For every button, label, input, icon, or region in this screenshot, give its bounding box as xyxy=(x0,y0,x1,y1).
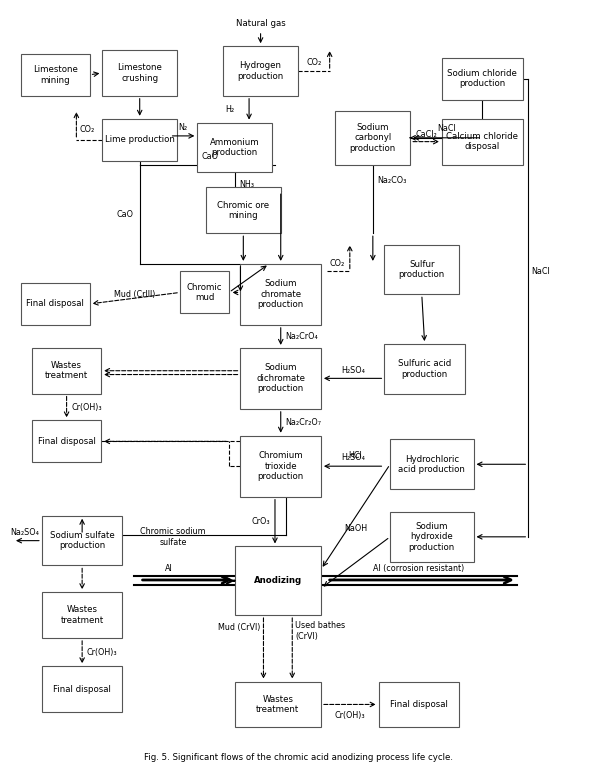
Bar xyxy=(390,512,474,562)
Text: Sodium
hydroxide
production: Sodium hydroxide production xyxy=(409,522,455,552)
Text: HCl: HCl xyxy=(349,452,362,460)
Text: Sodium
carbonyl
production: Sodium carbonyl production xyxy=(350,123,396,153)
Text: CaCl₂: CaCl₂ xyxy=(415,130,437,138)
Bar xyxy=(384,245,459,294)
Bar xyxy=(336,111,410,164)
Bar xyxy=(102,50,177,96)
Bar xyxy=(42,516,123,565)
Text: Na₂SO₄: Na₂SO₄ xyxy=(10,528,39,537)
Text: Ammonium
production: Ammonium production xyxy=(210,137,260,157)
Bar xyxy=(241,348,321,409)
Text: Chromic ore
mining: Chromic ore mining xyxy=(217,201,270,220)
Bar xyxy=(235,547,321,615)
Text: H₂SO₄: H₂SO₄ xyxy=(341,366,365,374)
Text: Limestone
crushing: Limestone crushing xyxy=(117,63,162,83)
Text: CO₂: CO₂ xyxy=(79,124,94,134)
Bar xyxy=(21,54,90,96)
Bar xyxy=(384,344,465,394)
Text: Sodium
chromate
production: Sodium chromate production xyxy=(258,279,304,310)
Bar xyxy=(197,123,272,172)
Text: Used bathes
(CrVI): Used bathes (CrVI) xyxy=(295,621,345,641)
Text: H₂: H₂ xyxy=(225,105,235,113)
Bar xyxy=(223,46,298,96)
Text: H₂SO₄: H₂SO₄ xyxy=(341,453,365,462)
Text: Wastes
treatment: Wastes treatment xyxy=(61,605,104,625)
Bar xyxy=(21,283,90,325)
Text: Wastes
treatment: Wastes treatment xyxy=(45,361,88,381)
Bar xyxy=(206,188,281,233)
Text: Final disposal: Final disposal xyxy=(390,700,448,709)
Bar xyxy=(241,435,321,496)
Text: Natural gas: Natural gas xyxy=(236,19,286,28)
Text: Hydrogen
production: Hydrogen production xyxy=(237,61,284,81)
Text: Al (corrosion resistant): Al (corrosion resistant) xyxy=(373,564,464,573)
Text: Sulfuric acid
production: Sulfuric acid production xyxy=(398,359,451,378)
Text: Wastes
treatment: Wastes treatment xyxy=(256,695,300,714)
Text: NaCl: NaCl xyxy=(531,267,550,276)
Text: Fig. 5. Significant flows of the chromic acid anodizing process life cycle.: Fig. 5. Significant flows of the chromic… xyxy=(143,753,453,762)
Text: Cr(OH)₃: Cr(OH)₃ xyxy=(87,648,117,657)
Text: CaO: CaO xyxy=(202,153,219,161)
Text: CaO: CaO xyxy=(117,210,134,218)
Bar xyxy=(442,119,523,164)
Text: Cr(OH)₃: Cr(OH)₃ xyxy=(71,402,102,411)
Text: Final disposal: Final disposal xyxy=(38,437,96,446)
Text: Chromic sodium
sulfate: Chromic sodium sulfate xyxy=(140,527,205,547)
Text: Al: Al xyxy=(165,564,173,573)
Text: Sodium sulfate
production: Sodium sulfate production xyxy=(50,531,114,550)
Text: Mud (CrIII): Mud (CrIII) xyxy=(114,290,156,300)
Text: Cr(OH)₃: Cr(OH)₃ xyxy=(335,710,365,720)
Bar xyxy=(32,348,101,394)
Text: Chromic
mud: Chromic mud xyxy=(186,283,222,302)
Bar xyxy=(32,421,101,462)
Text: NH₃: NH₃ xyxy=(240,180,254,189)
Text: Na₂CO₃: Na₂CO₃ xyxy=(378,176,407,185)
Text: Final disposal: Final disposal xyxy=(53,685,111,694)
Bar xyxy=(442,58,523,100)
Bar xyxy=(180,272,229,313)
Text: NaCl: NaCl xyxy=(437,124,455,134)
Text: Na₂Cr₂O₇: Na₂Cr₂O₇ xyxy=(286,418,322,427)
Bar xyxy=(241,264,321,325)
Text: CrO₃: CrO₃ xyxy=(252,517,270,526)
Bar xyxy=(379,682,459,727)
Text: CO₂: CO₂ xyxy=(307,58,322,67)
Bar xyxy=(102,119,177,161)
Text: N₂: N₂ xyxy=(178,123,188,132)
Text: Sodium
dichromate
production: Sodium dichromate production xyxy=(256,364,305,393)
Text: CO₂: CO₂ xyxy=(330,259,345,268)
Bar xyxy=(390,439,474,489)
Text: Chromium
trioxide
production: Chromium trioxide production xyxy=(258,452,304,481)
Text: Lime production: Lime production xyxy=(105,135,175,144)
Bar xyxy=(235,682,321,727)
Text: Anodizing: Anodizing xyxy=(254,576,302,585)
Text: Hydrochloric
acid production: Hydrochloric acid production xyxy=(398,455,466,474)
Text: Na₂CrO₄: Na₂CrO₄ xyxy=(286,332,318,341)
Text: Mud (CrVI): Mud (CrVI) xyxy=(218,623,261,631)
Text: Calcium chloride
disposal: Calcium chloride disposal xyxy=(446,132,518,151)
Bar xyxy=(42,666,123,712)
Text: NaOH: NaOH xyxy=(344,524,367,533)
Text: Final disposal: Final disposal xyxy=(26,300,84,308)
Bar xyxy=(42,592,123,638)
Text: Sulfur
production: Sulfur production xyxy=(399,260,445,279)
Text: Sodium chloride
production: Sodium chloride production xyxy=(447,69,517,88)
Text: Limestone
mining: Limestone mining xyxy=(32,65,77,84)
